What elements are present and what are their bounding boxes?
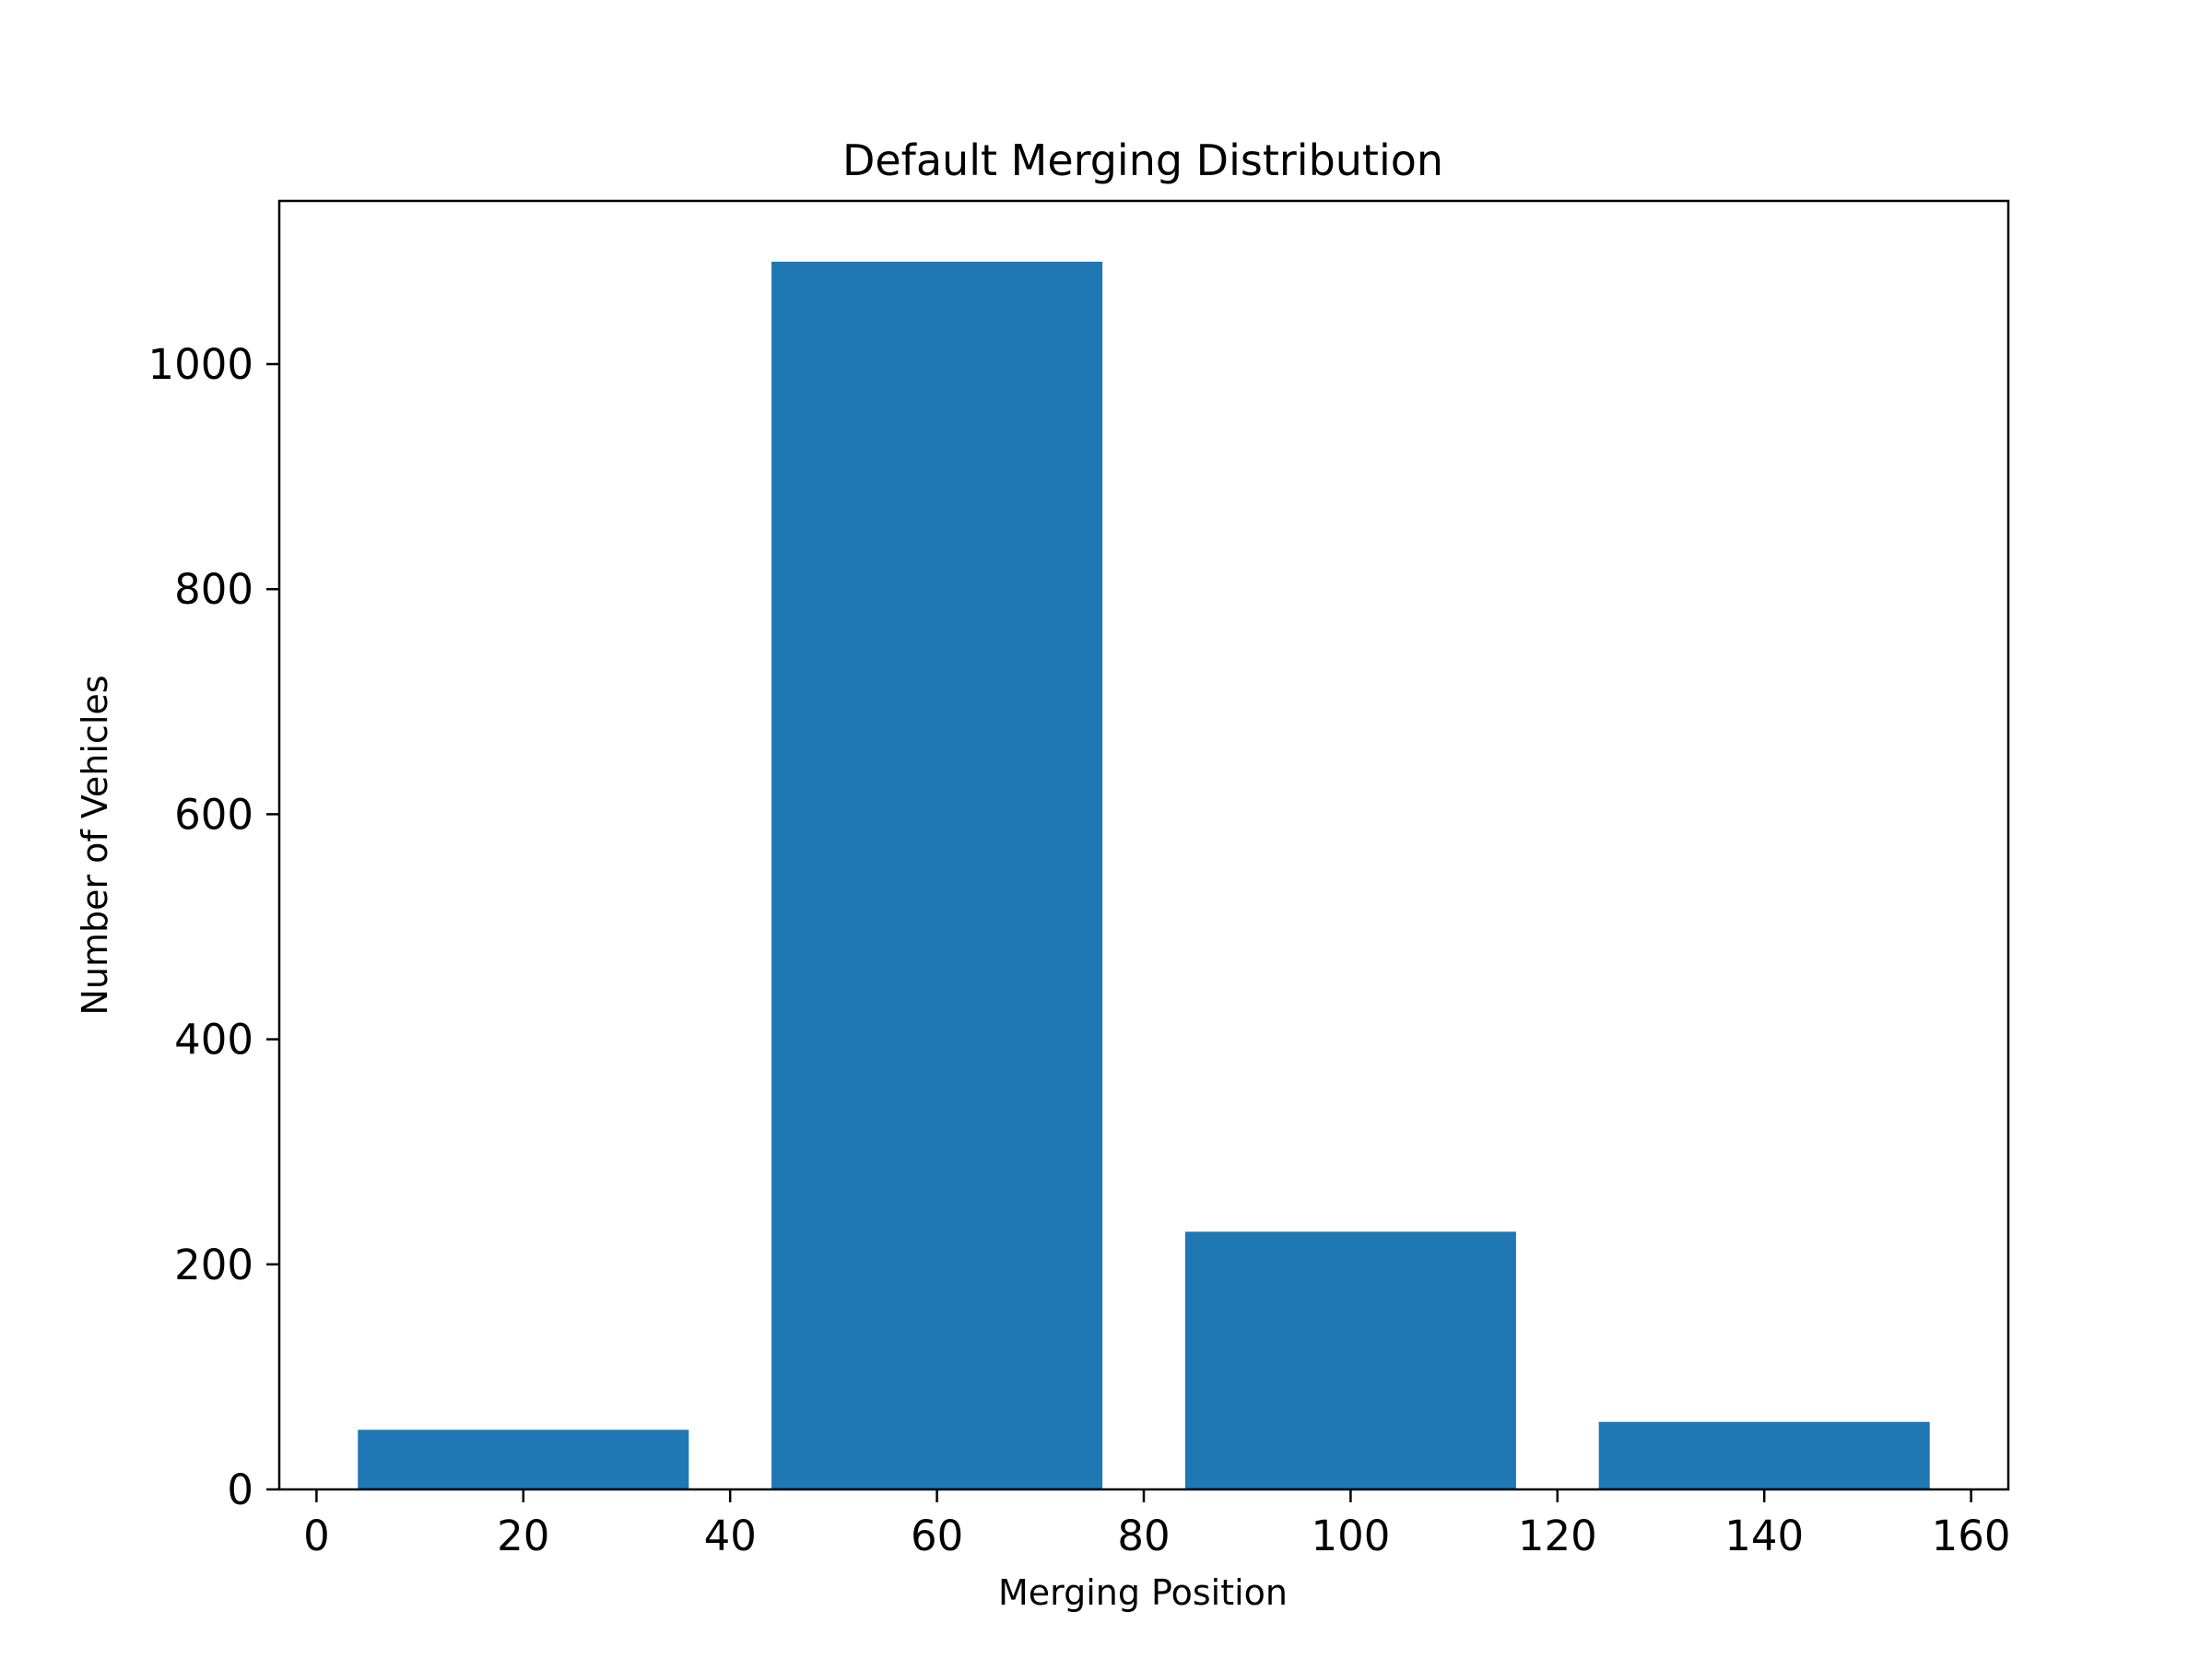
y-tick-label: 400 <box>174 1016 253 1065</box>
bar-3 <box>1598 1421 1930 1489</box>
y-axis-ticks: 0 200 400 600 800 1000 <box>147 340 279 1514</box>
bars <box>358 261 1930 1489</box>
bar-2 <box>1184 1231 1516 1489</box>
x-tick-label: 20 <box>497 1512 549 1560</box>
bar-0 <box>358 1430 689 1489</box>
x-tick-label: 80 <box>1117 1512 1170 1560</box>
bar-1 <box>771 261 1103 1489</box>
x-tick-label: 160 <box>1932 1512 2011 1560</box>
x-tick-label: 100 <box>1311 1512 1390 1560</box>
y-tick-label: 1000 <box>147 340 253 389</box>
y-axis-title: Number of Vehicles <box>75 675 115 1015</box>
y-tick-label: 800 <box>174 565 253 614</box>
y-tick-label: 0 <box>227 1465 253 1514</box>
plot-area-frame <box>277 199 2010 1491</box>
x-tick-label: 40 <box>704 1512 757 1560</box>
y-tick-label: 600 <box>174 790 253 839</box>
x-tick-label: 0 <box>303 1512 330 1560</box>
x-tick-label: 120 <box>1518 1512 1597 1560</box>
chart-title: Default Merging Distribution <box>842 135 1443 185</box>
x-axis-title: Merging Position <box>998 1572 1288 1613</box>
x-axis-ticks: 0 20 40 60 80 100 120 140 160 <box>303 1489 2011 1560</box>
y-tick-label: 200 <box>174 1241 253 1289</box>
x-tick-label: 140 <box>1724 1512 1804 1560</box>
x-tick-label: 60 <box>911 1512 963 1560</box>
